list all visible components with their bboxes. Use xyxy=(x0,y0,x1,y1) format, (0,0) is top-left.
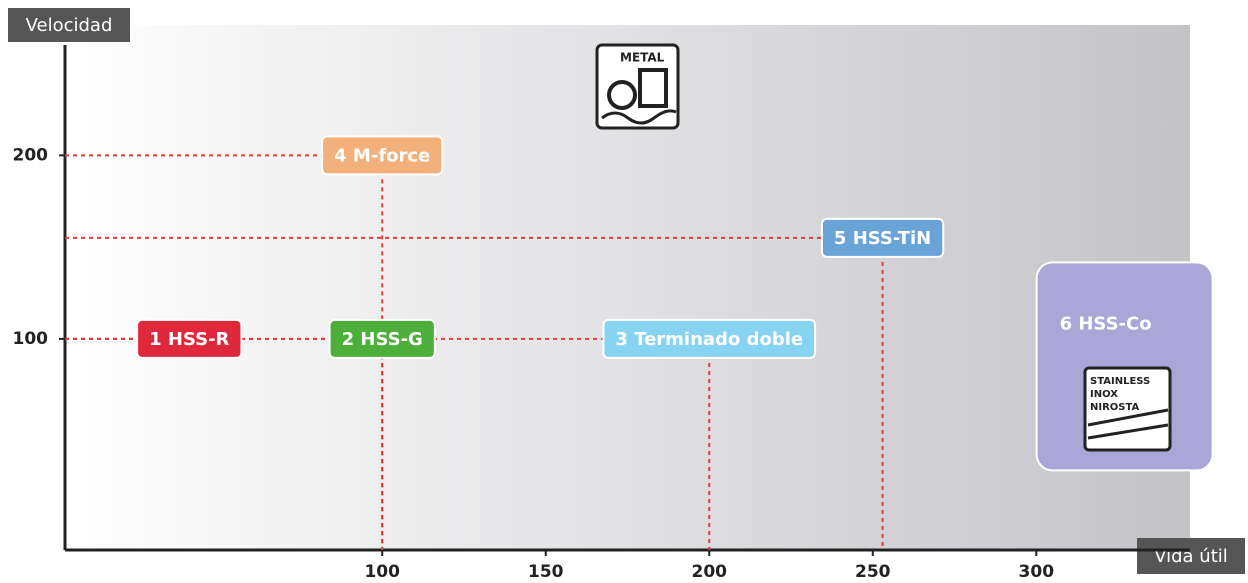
x-tick-label: 100 xyxy=(364,562,400,582)
point: 4 M-force xyxy=(321,135,444,176)
point-label: 2 HSS-G xyxy=(342,329,423,350)
x-tick-label: 200 xyxy=(692,562,728,582)
point-box xyxy=(136,318,243,359)
point-label: 4 M-force xyxy=(334,145,430,166)
icon-text: NIROSTA xyxy=(1090,402,1140,413)
icon-text: INOX xyxy=(1090,389,1118,400)
point-box xyxy=(602,318,817,359)
point: 2 HSS-G xyxy=(328,318,436,359)
point-box xyxy=(328,318,436,359)
stainless-icon: STAINLESS INOX NIROSTA xyxy=(1083,366,1172,452)
icon-text: STAINLESS xyxy=(1090,376,1150,387)
y-tick-label: 200 xyxy=(13,145,49,165)
metal-icon: METAL xyxy=(595,43,680,130)
x-tick-label: 300 xyxy=(1019,562,1055,582)
point: 3 Terminado doble xyxy=(602,318,817,359)
y-title-box xyxy=(8,8,130,42)
point-box xyxy=(820,217,945,258)
x-title-box xyxy=(1137,538,1245,574)
point-label: 6 HSS-Co xyxy=(1060,313,1152,334)
point-label: 1 HSS-R xyxy=(149,329,229,350)
y-tick-label: 100 xyxy=(13,329,49,349)
point-label: 5 HSS-TiN xyxy=(834,228,931,249)
point: 5 HSS-TiN xyxy=(820,217,945,258)
point-label: 3 Terminado doble xyxy=(615,329,803,350)
x-tick-label: 250 xyxy=(855,562,891,582)
icon-text: METAL xyxy=(620,51,665,65)
marks: 100 150 200 250 300 100 200 1 HSS-R 2 HSS-G 3 Ter… xyxy=(13,45,1214,582)
y-axis-title: Velocidad xyxy=(26,15,113,36)
x-tick-label: 150 xyxy=(528,562,564,582)
point: 1 HSS-R xyxy=(136,318,243,359)
point-box xyxy=(321,135,444,176)
